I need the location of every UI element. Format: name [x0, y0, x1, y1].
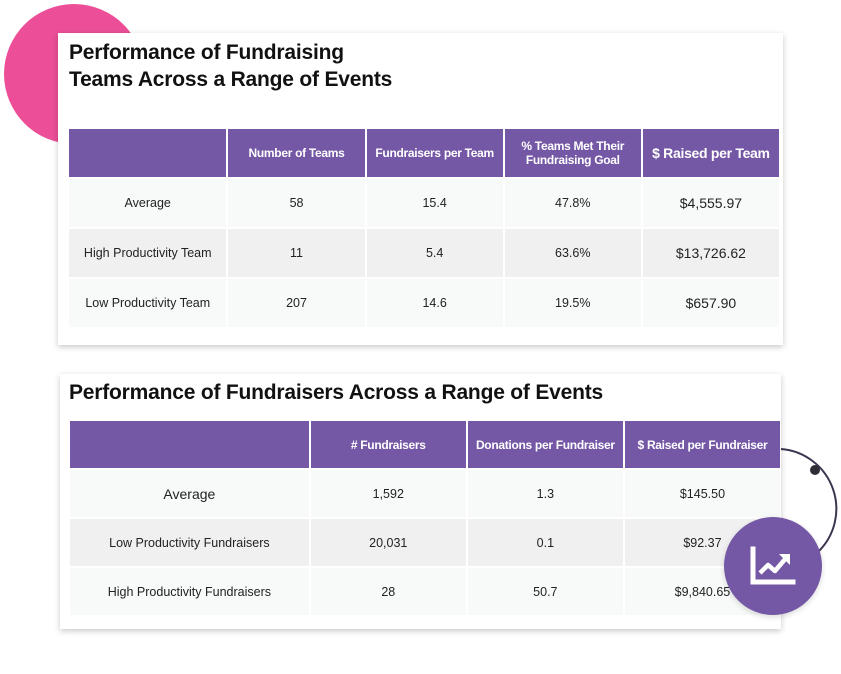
cell-donations-per-fundraiser: 0.1 — [467, 519, 623, 566]
teams-performance-card: Performance of Fundraising Teams Across … — [58, 33, 783, 345]
row-label: High Productivity Team — [69, 229, 227, 277]
fundraisers-header-count: # Fundraisers — [310, 421, 466, 468]
chart-badge — [724, 517, 822, 615]
cell-raised-per-team: $13,726.62 — [642, 229, 779, 277]
table-row: High Productivity Fundraisers 28 50.7 $9… — [70, 568, 780, 615]
cell-fundraisers-per-team: 5.4 — [366, 229, 503, 277]
table-row: Average 58 15.4 47.8% $4,555.97 — [69, 179, 779, 227]
cell-number-of-teams: 207 — [228, 279, 365, 327]
teams-header-raised-per-team: $ Raised per Team — [642, 129, 779, 177]
trending-up-chart-icon — [750, 546, 796, 585]
table-row: High Productivity Team 11 5.4 63.6% $13,… — [69, 229, 779, 277]
teams-header-pct-met-goal: % Teams Met Their Fundraising Goal — [504, 129, 641, 177]
cell-fundraisers-count: 20,031 — [310, 519, 466, 566]
teams-title-line-2: Teams Across a Range of Events — [69, 68, 393, 91]
cell-pct-met-goal: 19.5% — [504, 279, 641, 327]
cell-fundraisers-count: 28 — [310, 568, 466, 615]
arc-dot — [810, 465, 820, 475]
table-row: Low Productivity Team 207 14.6 19.5% $65… — [69, 279, 779, 327]
fundraisers-table-title: Performance of Fundraisers Across a Rang… — [69, 381, 604, 404]
row-label: Average — [69, 179, 227, 227]
fundraisers-table: # Fundraisers Donations per Fundraiser $… — [68, 419, 782, 617]
table-row: Average 1,592 1.3 $145.50 — [70, 470, 780, 517]
table-row: Low Productivity Fundraisers 20,031 0.1 … — [70, 519, 780, 566]
teams-header-fundraisers-per-team: Fundraisers per Team — [366, 129, 503, 177]
row-label: Low Productivity Fundraisers — [70, 519, 309, 566]
fundraisers-header-row: # Fundraisers Donations per Fundraiser $… — [70, 421, 780, 468]
fundraisers-header-raised: $ Raised per Fundraiser — [624, 421, 780, 468]
cell-fundraisers-per-team: 14.6 — [366, 279, 503, 327]
fundraisers-header-blank — [70, 421, 309, 468]
teams-table-title: Performance of Fundraising Teams Across … — [69, 39, 449, 93]
cell-raised-per-fundraiser: $145.50 — [624, 470, 780, 517]
cell-number-of-teams: 11 — [228, 229, 365, 277]
teams-header-blank — [69, 129, 227, 177]
row-label: High Productivity Fundraisers — [70, 568, 309, 615]
fundraisers-performance-card: Performance of Fundraisers Across a Rang… — [60, 374, 781, 629]
cell-raised-per-team: $657.90 — [642, 279, 779, 327]
row-label: Average — [70, 470, 309, 517]
fundraisers-header-donations: Donations per Fundraiser — [467, 421, 623, 468]
cell-fundraisers-count: 1,592 — [310, 470, 466, 517]
teams-header-row: Number of Teams Fundraisers per Team % T… — [69, 129, 779, 177]
teams-table: Number of Teams Fundraisers per Team % T… — [67, 127, 781, 329]
cell-raised-per-team: $4,555.97 — [642, 179, 779, 227]
cell-donations-per-fundraiser: 50.7 — [467, 568, 623, 615]
cell-donations-per-fundraiser: 1.3 — [467, 470, 623, 517]
cell-fundraisers-per-team: 15.4 — [366, 179, 503, 227]
cell-pct-met-goal: 63.6% — [504, 229, 641, 277]
row-label: Low Productivity Team — [69, 279, 227, 327]
teams-header-number-of-teams: Number of Teams — [228, 129, 365, 177]
cell-number-of-teams: 58 — [228, 179, 365, 227]
cell-pct-met-goal: 47.8% — [504, 179, 641, 227]
teams-title-line-1: Performance of Fundraising — [69, 41, 344, 64]
